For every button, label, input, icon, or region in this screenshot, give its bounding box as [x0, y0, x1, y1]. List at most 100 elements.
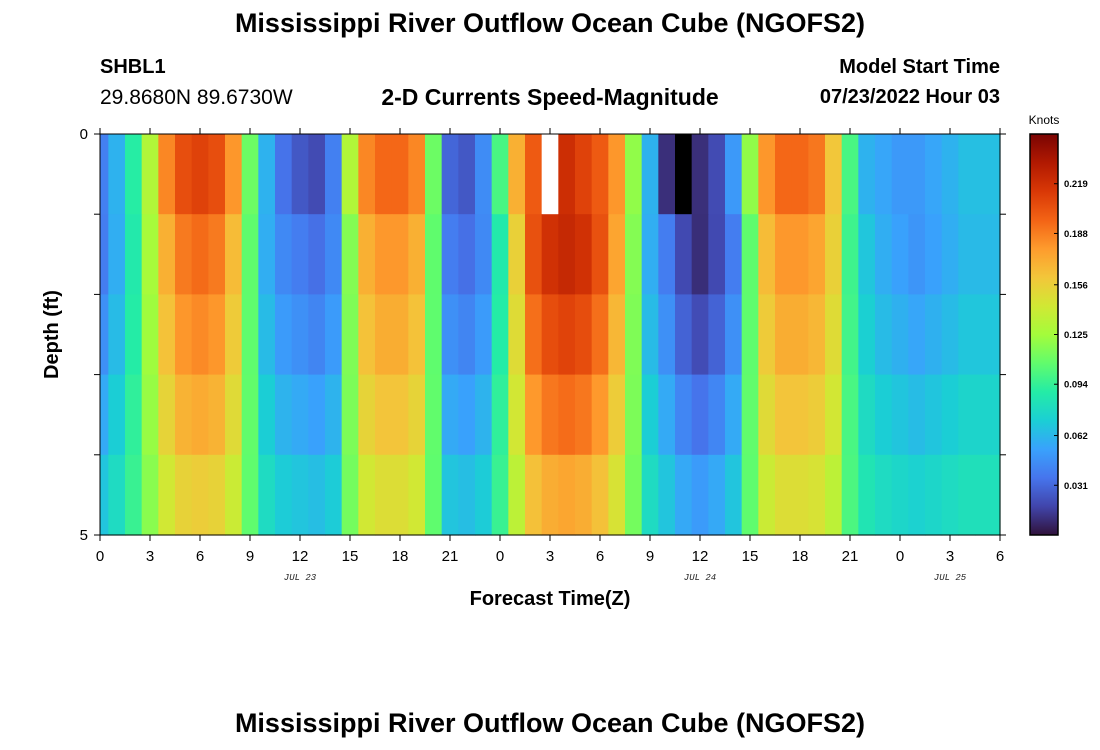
colorbar-tick-label: 0.125 [1064, 330, 1088, 341]
heatmap-cell [341, 294, 359, 376]
heatmap-cell [308, 214, 326, 295]
heatmap-cell [525, 294, 543, 376]
heatmap-cell [408, 214, 426, 295]
heatmap-cell [625, 294, 643, 376]
heatmap-cell [875, 374, 893, 456]
heatmap-cell [375, 454, 393, 536]
heatmap-cell [275, 214, 293, 295]
heatmap-cell [125, 294, 143, 376]
heatmap-cell [741, 214, 759, 295]
colorbar-tick-label: 0.094 [1064, 380, 1088, 391]
heatmap-cell [275, 454, 293, 536]
heatmap-cell [191, 374, 209, 456]
heatmap-cell [791, 214, 809, 295]
heatmap-cell [708, 294, 726, 376]
heatmap-cell [441, 374, 459, 456]
heatmap-cell [458, 454, 476, 536]
heatmap-cell [958, 134, 976, 215]
heatmap-cell [958, 374, 976, 456]
heatmap-cell [141, 374, 159, 456]
heatmap-cell [925, 214, 943, 295]
heatmap-cell [158, 454, 176, 536]
heatmap-cell [641, 294, 659, 376]
x-tick-label: 3 [546, 548, 554, 565]
heatmap-cell [258, 294, 276, 376]
heatmap-cell [225, 454, 243, 536]
heatmap-cell [425, 134, 443, 215]
heatmap-cell [941, 374, 959, 456]
heatmap-cell [441, 294, 459, 376]
heatmap-cell [158, 294, 176, 376]
heatmap-cell [141, 454, 159, 536]
heatmap-cell [225, 214, 243, 295]
heatmap-cell [208, 374, 226, 456]
heatmap-cell [175, 214, 193, 295]
heatmap-cell [658, 454, 676, 536]
heatmap-cell [191, 454, 209, 536]
heatmap-cell [741, 134, 759, 215]
heatmap-cell [241, 134, 259, 215]
heatmap-cell [375, 214, 393, 295]
heatmap-cell [908, 454, 926, 536]
heatmap-cell [491, 214, 509, 295]
heatmap-cell [158, 374, 176, 456]
heatmap-cell [725, 214, 743, 295]
colorbar-tick-label: 0.062 [1064, 431, 1088, 442]
heatmap-cell [608, 374, 626, 456]
heatmap-cell [591, 454, 609, 536]
x-tick-label: 0 [96, 548, 104, 565]
heatmap-cell [341, 134, 359, 215]
heatmap-cell [125, 214, 143, 295]
x-axis-title: Forecast Time(Z) [470, 588, 631, 610]
heatmap-cell [541, 134, 559, 215]
heatmap-cell [841, 134, 859, 215]
heatmap-cell [608, 214, 626, 295]
heatmap-cell [241, 454, 259, 536]
heatmap-cell [108, 134, 126, 215]
heatmap-cell [991, 294, 1001, 376]
heatmap-cell [975, 294, 993, 376]
heatmap-cell [341, 454, 359, 536]
heatmap-cell [908, 134, 926, 215]
colorbar-unit: Knots [1029, 113, 1060, 127]
heatmap-cell [641, 134, 659, 215]
heatmap-cell [741, 374, 759, 456]
heatmap-cell [308, 134, 326, 215]
heatmap-cell [275, 134, 293, 215]
heatmap-cell [408, 454, 426, 536]
heatmap-cell [441, 214, 459, 295]
heatmap-cell [458, 294, 476, 376]
heatmap-cell [208, 294, 226, 376]
heatmap-cell [608, 454, 626, 536]
x-tick-label: 3 [946, 548, 954, 565]
heatmap-cell [425, 374, 443, 456]
heatmap-cell [591, 214, 609, 295]
heatmap-cell [100, 454, 109, 536]
heatmap-cell [275, 374, 293, 456]
heatmap-cell [458, 214, 476, 295]
heatmap-cell [941, 134, 959, 215]
x-tick-label: 18 [792, 548, 809, 565]
heatmap-cell [125, 134, 143, 215]
heatmap-cell [458, 134, 476, 215]
x-date-label: JUL 24 [684, 573, 716, 583]
x-tick-label: 0 [496, 548, 504, 565]
heatmap-cell [875, 214, 893, 295]
heatmap-cell [525, 134, 543, 215]
heatmap-cell [225, 374, 243, 456]
heatmap-cell [991, 374, 1001, 456]
heatmap-cell [308, 294, 326, 376]
heatmap-cell [325, 454, 343, 536]
heatmap-cell [291, 134, 309, 215]
heatmap-cell [425, 294, 443, 376]
heatmap-cell [741, 454, 759, 536]
heatmap-cell [708, 214, 726, 295]
heatmap-cell [441, 134, 459, 215]
heatmap-cell [158, 134, 176, 215]
x-axis: 0 3 6 9 12 15 18 21 0 3 6 9 12 15 18 21 0 3 6 JUL 23 JUL 24 J… [96, 128, 1004, 583]
heatmap-cell [325, 294, 343, 376]
heatmap-cell [575, 454, 593, 536]
heatmap-cell [775, 374, 793, 456]
heatmap-cell [758, 134, 776, 215]
